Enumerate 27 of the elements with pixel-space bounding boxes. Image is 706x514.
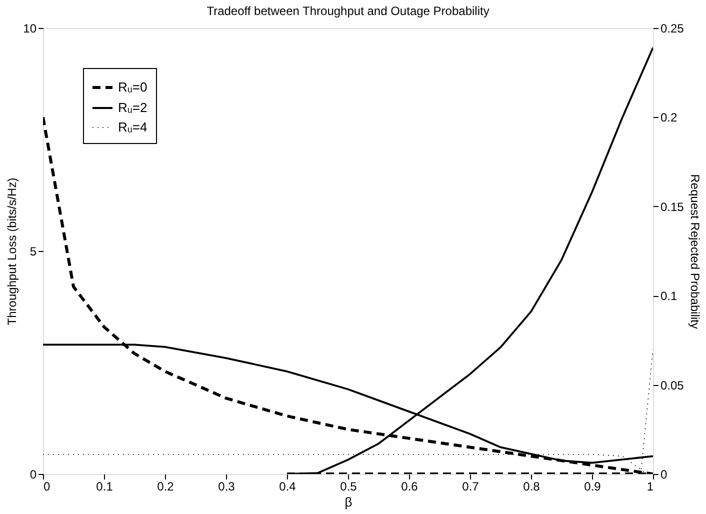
x-tick-label: 0.9 — [584, 480, 602, 494]
x-tick-label: 0.8 — [523, 480, 540, 494]
legend-label: Rᵤ=0 — [118, 80, 148, 94]
chart-title: Tradeoff between Throughput and Outage Probability — [206, 4, 490, 18]
x-axis-title: β — [344, 494, 352, 510]
y-tick-label: 10 — [23, 22, 37, 36]
y2-tick-label: 0.15 — [660, 200, 684, 214]
y2-tick-label: 0.1 — [660, 289, 678, 304]
x-tick-label: 0.6 — [401, 480, 418, 494]
x-tick-label: 0.7 — [462, 480, 480, 494]
y2-tick-label: 0 — [660, 468, 668, 482]
y2-tick-label: 0.05 — [660, 378, 684, 392]
y2-tick-label: 0.25 — [660, 22, 684, 36]
x-tick-label: 0.1 — [96, 480, 114, 494]
x-tick-label: 0.2 — [157, 480, 174, 494]
y2-axis-title: Request Rejected Probability — [688, 174, 702, 329]
y-tick-label: 5 — [30, 244, 37, 258]
x-tick-label: 0 — [44, 480, 50, 494]
y-axis-title: Throughput Loss (bits/s/Hz) — [5, 178, 20, 326]
x-tick-label: 0.5 — [340, 480, 358, 494]
x-tick-label: 1 — [646, 480, 654, 494]
legend-label: Rᵤ=4 — [118, 120, 148, 134]
y2-tick-label: 0.2 — [660, 110, 678, 125]
y-tick-label: 0 — [30, 468, 37, 482]
x-tick-label: 0.4 — [279, 480, 296, 494]
legend-label: Rᵤ=2 — [118, 100, 148, 115]
x-tick-label: 0.3 — [218, 480, 236, 494]
